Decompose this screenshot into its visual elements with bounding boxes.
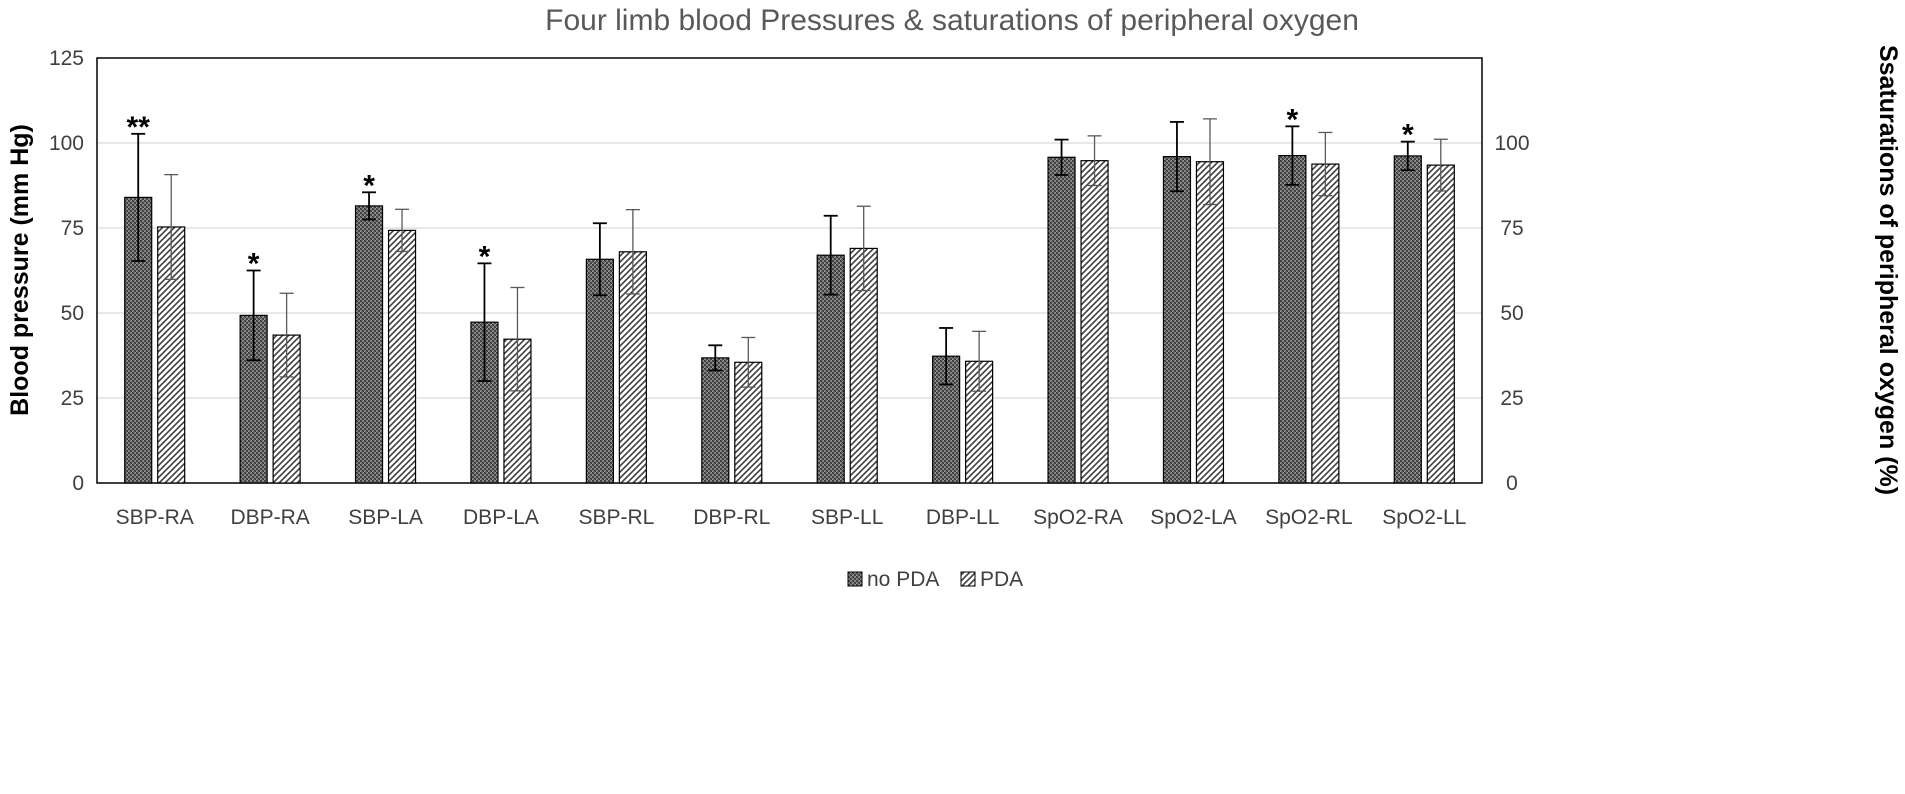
bar-no-pda-spo2-rl [1278,154,1307,484]
x-tick-label: SBP-RA [116,506,194,529]
x-axis-categories: SBP-RA DBP-RA SBP-LA DBP-LA SBP-RL DBP-RL SBP-… [116,506,1467,529]
bar-pda-spo2-ra [1080,160,1109,484]
y-axis-title: Blood pressure (mm Hg) [6,124,34,416]
bar-no-pda-sbp-rl [585,258,614,484]
x-tick-label: SpO2-RA [1033,506,1123,529]
y-tick-label: 100 [49,132,84,155]
x-tick-label: SBP-LL [811,506,883,529]
y2-tick-label: 100 [1494,132,1529,155]
x-tick-label: SpO2-RL [1265,506,1353,529]
bar-pda-spo2-la [1195,161,1225,484]
error-bars [131,118,1448,392]
bar-pda-spo2-ll [1426,164,1455,484]
y2-axis-ticks: 0 25 50 75 100 [1494,132,1529,495]
bar-no-pda-dbp-rl [701,357,730,484]
bar-no-pda-spo2-la [1162,156,1192,484]
x-tick-label: SBP-RL [578,506,654,529]
legend-label: no PDA [867,568,939,591]
y2-tick-label: 50 [1500,302,1523,325]
y2-tick-label: 75 [1500,217,1523,240]
bar-no-pda-spo2-ll [1393,155,1422,484]
y-tick-label: 25 [61,387,84,410]
y-tick-label: 50 [61,302,84,325]
legend-item-pda: PDA [960,568,1023,591]
chart-title: Four limb blood Pressures & saturations … [545,4,1359,37]
bar-pda-spo2-rl [1311,163,1340,484]
legend-label: PDA [980,568,1023,591]
legend-swatch [960,571,976,587]
y-axis-ticks: 0 25 50 75 100 125 [49,47,84,495]
significance-mark: * [479,240,491,273]
x-tick-label: DBP-RA [230,506,309,529]
x-tick-label: SpO2-LA [1150,506,1236,529]
legend-swatch [847,571,863,587]
significance-marks: ****** * [127,103,1414,280]
x-tick-label: DBP-RL [693,506,770,529]
y2-tick-label: 25 [1500,387,1523,410]
y-tick-label: 75 [61,217,84,240]
bar-no-pda-sbp-la [354,205,384,484]
significance-mark: * [248,248,260,281]
plot-area-border [96,57,1483,484]
bar-no-pda-sbp-ll [816,254,845,484]
y2-tick-label: 0 [1506,472,1518,495]
gridlines [97,142,1482,399]
bar-no-pda-spo2-ra [1047,156,1076,484]
significance-mark: * [363,169,375,202]
significance-mark: ** [127,111,151,144]
y-tick-label: 125 [49,47,84,70]
bars [124,154,1455,484]
x-tick-label: SBP-LA [348,506,423,529]
legend-item-no-pda: no PDA [847,568,939,591]
significance-mark: * [1287,103,1299,136]
x-tick-label: SpO2-LL [1382,506,1466,529]
y-tick-label: 0 [72,472,84,495]
y2-axis-title: Ssaturations of peripheral oxygen (%) [1874,45,1902,495]
legend: no PDA PDA [847,568,1023,591]
bar-pda-sbp-la [387,229,417,484]
x-tick-label: DBP-LA [463,506,539,529]
significance-mark: * [1402,119,1414,152]
x-tick-label: DBP-LL [926,506,1000,529]
